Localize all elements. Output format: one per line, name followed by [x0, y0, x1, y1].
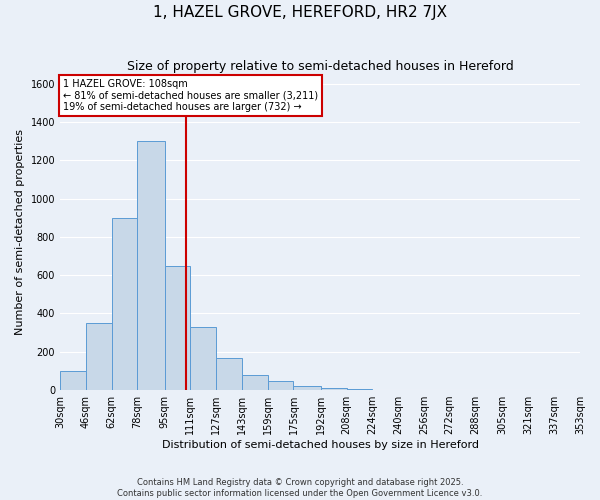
Y-axis label: Number of semi-detached properties: Number of semi-detached properties: [15, 129, 25, 335]
Bar: [112, 218, 137, 390]
Bar: [60, 371, 86, 390]
Bar: [190, 327, 216, 390]
X-axis label: Distribution of semi-detached houses by size in Hereford: Distribution of semi-detached houses by …: [161, 440, 479, 450]
Title: Size of property relative to semi-detached houses in Hereford: Size of property relative to semi-detach…: [127, 60, 514, 73]
Bar: [216, 358, 242, 390]
Bar: [137, 141, 164, 390]
Bar: [164, 266, 190, 390]
Text: Contains HM Land Registry data © Crown copyright and database right 2025.
Contai: Contains HM Land Registry data © Crown c…: [118, 478, 482, 498]
Text: 1 HAZEL GROVE: 108sqm
← 81% of semi-detached houses are smaller (3,211)
19% of s: 1 HAZEL GROVE: 108sqm ← 81% of semi-deta…: [63, 79, 319, 112]
Bar: [293, 386, 321, 390]
Bar: [242, 375, 268, 390]
Bar: [86, 323, 112, 390]
Bar: [268, 382, 293, 390]
Bar: [321, 388, 347, 390]
Bar: [347, 389, 373, 390]
Text: 1, HAZEL GROVE, HEREFORD, HR2 7JX: 1, HAZEL GROVE, HEREFORD, HR2 7JX: [153, 5, 447, 20]
